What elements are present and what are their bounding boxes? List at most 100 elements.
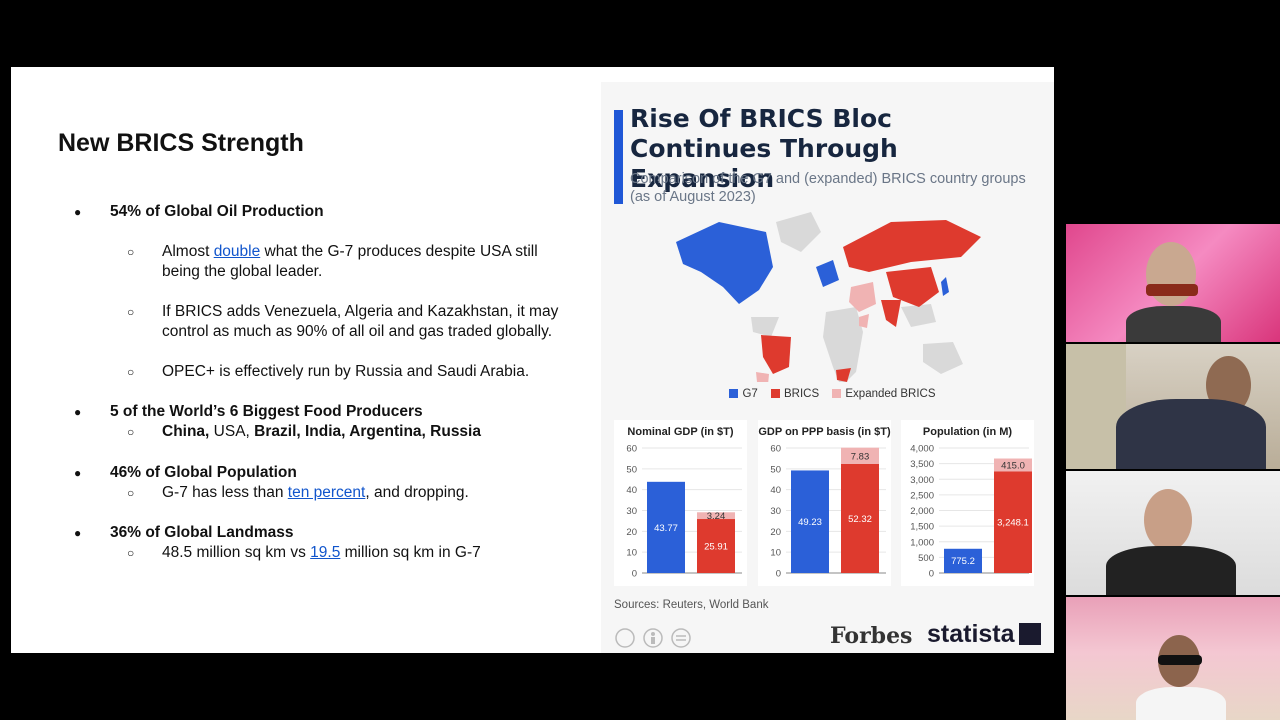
y-tick-label: 30 xyxy=(770,506,781,517)
participant-body xyxy=(1116,399,1266,469)
participant-body xyxy=(1136,687,1226,720)
participant-face xyxy=(1144,489,1192,551)
link-19-5[interactable]: 19.5 xyxy=(310,544,341,561)
sunglasses-icon xyxy=(1146,284,1198,296)
map-legend: G7 BRICS Expanded BRICS xyxy=(601,388,1054,400)
creative-commons-icons xyxy=(615,628,691,648)
data-label-expanded: 7.83 xyxy=(851,451,870,462)
participant-face xyxy=(1146,242,1196,306)
y-tick-label: 10 xyxy=(626,548,637,559)
statista-mark-icon xyxy=(1018,623,1041,645)
map-africa xyxy=(823,307,863,382)
link-ten-percent[interactable]: ten percent xyxy=(287,484,366,501)
y-tick-label: 50 xyxy=(626,464,637,475)
video-tile-4[interactable] xyxy=(1066,597,1280,720)
sub-bullet-population: ○ G-7 has less than ten percent, and dro… xyxy=(127,483,469,503)
video-tile-1[interactable] xyxy=(1066,224,1280,342)
y-tick-label: 10 xyxy=(770,548,781,559)
y-tick-label: 30 xyxy=(626,506,637,517)
sub-text: Almost xyxy=(162,243,214,260)
y-tick-label: 1,000 xyxy=(910,537,934,548)
sub-bullet-landmass: ○ 48.5 million sq km vs 19.5 million sq … xyxy=(127,543,481,563)
statista-logo-text: statista xyxy=(927,620,1015,648)
sub-bullet-dot: ○ xyxy=(127,305,135,319)
map-brazil xyxy=(761,335,791,374)
y-tick-label: 3,000 xyxy=(910,475,934,486)
map-china xyxy=(886,267,939,307)
bullet-dot: ● xyxy=(74,466,82,480)
y-tick-label: 4,000 xyxy=(910,444,934,455)
sub-text: million sq km in G-7 xyxy=(340,544,481,561)
bullet-dot: ● xyxy=(74,405,82,419)
bullet-food: ● 5 of the World’s 6 Biggest Food Produc… xyxy=(74,402,423,422)
y-tick-label: 40 xyxy=(770,485,781,496)
bullet-dot: ● xyxy=(74,526,82,540)
brics-infographic: Rise Of BRICS Bloc Continues Through Exp… xyxy=(601,82,1054,653)
bullet-landmass-text: 36% of Global Landmass xyxy=(110,524,294,541)
chart-population: Population (in M) 0 500 1,000 1,500 2,000 2,5… xyxy=(901,420,1034,586)
bullet-food-text: 5 of the World’s 6 Biggest Food Producer… xyxy=(110,403,423,420)
y-tick-label: 3,500 xyxy=(910,459,934,470)
infographic-subtitle: Comparison of the G7 and (expanded) BRIC… xyxy=(630,171,1026,205)
data-label-g7: 43.77 xyxy=(654,523,678,534)
statista-logo: statista xyxy=(927,620,1041,649)
sub-bullet-food: ○ China, USA, Brazil, India, Argentina, … xyxy=(127,422,481,442)
link-double[interactable]: double xyxy=(213,243,261,260)
bar-brics xyxy=(841,464,879,573)
y-tick-label: 20 xyxy=(626,527,637,538)
chart-svg: 0 10 20 30 40 50 60 49.23 52.32 7.83 xyxy=(770,444,886,580)
data-label-brics: 3,248.1 xyxy=(997,518,1029,529)
data-label-g7: 49.23 xyxy=(798,517,822,528)
legend-brics: BRICS xyxy=(784,388,820,400)
map-india xyxy=(881,300,901,327)
y-tick-label: 60 xyxy=(770,444,781,455)
video-tile-2[interactable] xyxy=(1066,344,1280,469)
bullet-oil: ● 54% of Global Oil Production xyxy=(74,202,324,222)
world-map xyxy=(676,212,981,382)
data-label-brics: 25.91 xyxy=(704,542,728,553)
data-label-expanded: 415.0 xyxy=(1001,461,1025,472)
y-tick-label: 1,500 xyxy=(910,522,934,533)
bar-g7 xyxy=(647,481,685,573)
bullet-dot: ● xyxy=(74,205,82,219)
map-latam-other xyxy=(751,317,779,337)
participant-body xyxy=(1106,546,1236,595)
bullet-population: ● 46% of Global Population xyxy=(74,463,297,483)
sub-text: G-7 has less than xyxy=(162,484,288,501)
y-tick-label: 500 xyxy=(918,553,934,564)
y-tick-label: 2,500 xyxy=(910,490,934,501)
bar-expanded-brics xyxy=(994,458,1032,472)
forbes-logo: Forbes xyxy=(830,623,913,649)
map-north-america xyxy=(676,222,773,304)
y-tick-label: 2,000 xyxy=(910,506,934,517)
legend-swatch-g7 xyxy=(729,389,739,398)
map-ethiopia xyxy=(859,314,869,328)
y-tick-label: 0 xyxy=(776,569,781,580)
video-tile-3[interactable] xyxy=(1066,471,1280,595)
sub-text: , and dropping. xyxy=(365,484,469,501)
chart-title: GDP on PPP basis (in $T) xyxy=(758,426,891,438)
map-south-africa xyxy=(836,368,851,382)
sub-bullet-dot: ○ xyxy=(127,245,135,259)
y-tick-label: 60 xyxy=(626,444,637,455)
sub-bullet-opec: ○ OPEC+ is effectively run by Russia and… xyxy=(127,362,530,382)
legend-swatch-expanded xyxy=(832,389,842,398)
sub-text: what the G-7 produces despite USA still xyxy=(260,243,538,260)
sub-bullet-venezuela: ○ If BRICS adds Venezuela, Algeria and K… xyxy=(127,302,558,342)
legend-swatch-brics xyxy=(771,389,781,398)
sub-text: OPEC+ is effectively run by Russia and S… xyxy=(162,363,530,380)
bar-expanded-brics xyxy=(697,512,735,520)
bar-brics xyxy=(697,519,735,573)
sub-bullet-double: ○ Almost double what the G-7 produces de… xyxy=(127,242,538,282)
map-australia xyxy=(923,342,963,374)
bullet-oil-text: 54% of Global Oil Production xyxy=(110,203,324,220)
map-middle-east xyxy=(849,282,876,312)
chart-nominal-gdp: Nominal GDP (in $T) 0 10 20 30 40 50 60 43.77 25… xyxy=(614,420,747,586)
y-tick-label: 50 xyxy=(770,464,781,475)
presentation-slide: New BRICS Strength ● 54% of Global Oil P… xyxy=(11,67,1054,653)
map-asia-other xyxy=(901,304,936,327)
map-europe xyxy=(816,260,839,287)
bar-brics xyxy=(994,471,1032,573)
bullet-landmass: ● 36% of Global Landmass xyxy=(74,523,294,543)
chart-svg: 0 10 20 30 40 50 60 43.77 25.91 3.24 xyxy=(626,444,742,580)
